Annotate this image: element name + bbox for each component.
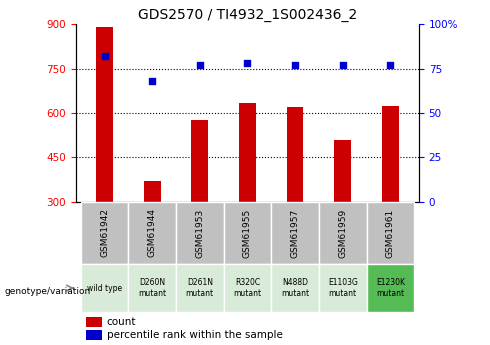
Bar <box>287 107 303 202</box>
Text: E1103G
mutant: E1103G mutant <box>328 278 358 298</box>
Text: R320C
mutant: R320C mutant <box>233 278 262 298</box>
Text: count: count <box>107 317 136 327</box>
Text: D261N
mutant: D261N mutant <box>186 278 214 298</box>
Bar <box>382 106 399 202</box>
Bar <box>81 202 128 264</box>
Bar <box>367 264 414 312</box>
Bar <box>367 202 414 264</box>
Bar <box>271 264 319 312</box>
Bar <box>239 102 256 202</box>
Point <box>387 62 394 68</box>
Text: GSM61953: GSM61953 <box>196 208 204 257</box>
Text: D260N
mutant: D260N mutant <box>138 278 166 298</box>
Text: GSM61959: GSM61959 <box>338 208 347 257</box>
Bar <box>128 202 176 264</box>
Text: GSM61957: GSM61957 <box>291 208 299 257</box>
Point <box>339 62 346 68</box>
Text: GSM61955: GSM61955 <box>243 208 252 257</box>
Bar <box>192 120 208 202</box>
Bar <box>81 264 128 312</box>
Point <box>100 53 108 59</box>
Text: wild type: wild type <box>87 284 122 293</box>
Bar <box>86 317 102 327</box>
Bar <box>176 202 223 264</box>
Point <box>291 62 299 68</box>
Text: GSM61961: GSM61961 <box>386 208 395 257</box>
Text: percentile rank within the sample: percentile rank within the sample <box>107 330 283 340</box>
Point <box>196 62 204 68</box>
Bar <box>319 264 367 312</box>
Bar <box>319 202 367 264</box>
Text: GSM61942: GSM61942 <box>100 208 109 257</box>
Bar <box>128 264 176 312</box>
Bar <box>96 27 113 202</box>
Text: N488D
mutant: N488D mutant <box>281 278 309 298</box>
Bar <box>334 140 351 202</box>
Point <box>244 60 251 66</box>
Bar <box>223 202 271 264</box>
Bar <box>271 202 319 264</box>
Bar <box>223 264 271 312</box>
Bar <box>86 330 102 341</box>
Bar <box>144 181 161 202</box>
Text: E1230K
mutant: E1230K mutant <box>376 278 405 298</box>
Text: genotype/variation: genotype/variation <box>5 287 91 296</box>
Text: GSM61944: GSM61944 <box>147 208 157 257</box>
Point <box>148 78 156 84</box>
Bar <box>176 264 223 312</box>
Title: GDS2570 / TI4932_1S002436_2: GDS2570 / TI4932_1S002436_2 <box>138 8 357 22</box>
